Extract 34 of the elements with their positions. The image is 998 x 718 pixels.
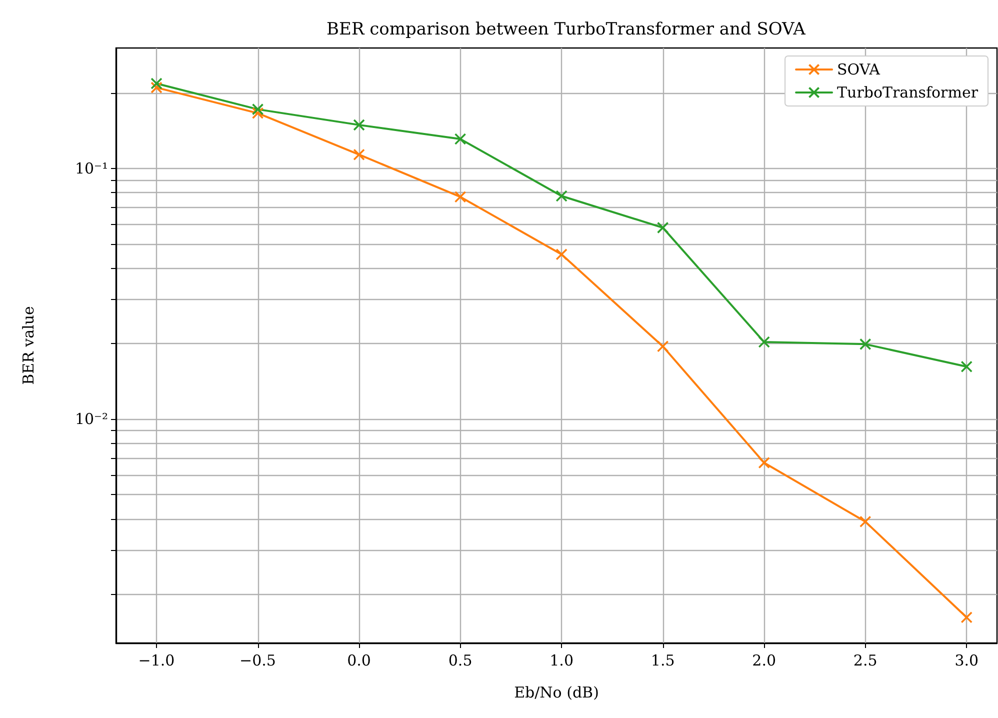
legend-label: TurboTransformer (837, 84, 979, 102)
x-tick-label: −1.0 (138, 652, 175, 670)
point (353, 148, 365, 160)
chart-title: BER comparison between TurboTransformer and SOVA (326, 20, 806, 40)
point (960, 360, 973, 372)
point (758, 336, 770, 348)
y-tick-label: 10⁻² (74, 410, 108, 428)
x-axis-title: Eb/No (dB) (514, 684, 599, 702)
point (150, 78, 162, 90)
point (656, 222, 669, 234)
point (859, 338, 872, 350)
point (454, 133, 466, 145)
point (859, 516, 872, 528)
x-tick-label: 2.5 (853, 652, 878, 670)
y-tick-label: 10⁻¹ (74, 159, 108, 178)
legend-label: SOVA (837, 60, 880, 78)
x-tick-label: 3.0 (954, 652, 979, 670)
point (556, 248, 568, 260)
point (353, 119, 365, 131)
point (960, 611, 973, 624)
x-tick-label: 0.5 (448, 652, 472, 670)
x-tick-label: 0.0 (347, 652, 371, 670)
x-tick-label: 1.0 (550, 652, 574, 670)
x-tick-label: 1.5 (650, 652, 675, 670)
point (758, 456, 770, 469)
x-tick-label: 2.0 (752, 652, 776, 670)
point (454, 190, 466, 203)
point (556, 190, 568, 202)
point (656, 340, 669, 352)
point (252, 107, 264, 120)
x-tick-label: −0.5 (240, 652, 276, 670)
point (252, 103, 264, 116)
point (150, 82, 162, 94)
y-axis-title: BER value (20, 306, 38, 385)
